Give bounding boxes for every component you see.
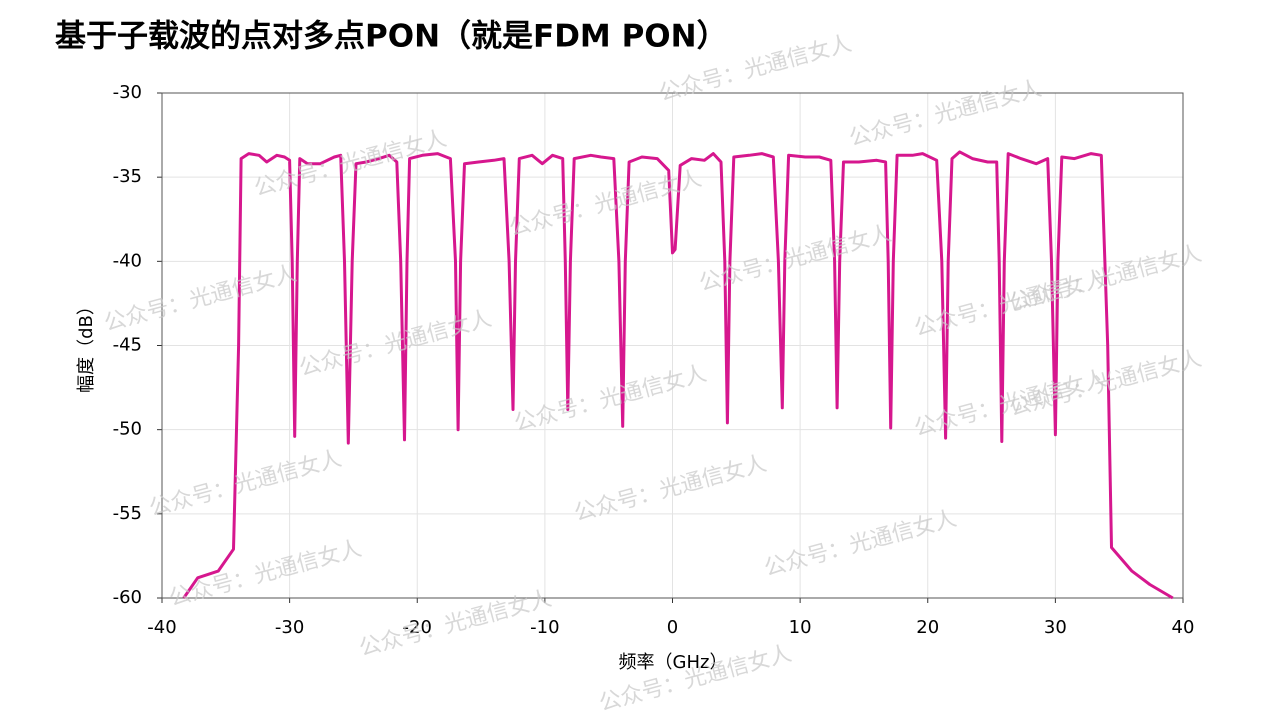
y-tick-label: -35 xyxy=(113,166,142,187)
watermark: 公众号：光通信女人 xyxy=(697,221,895,296)
x-tick-label: 20 xyxy=(916,617,939,638)
y-tick-label: -30 xyxy=(113,82,142,103)
y-tick-label: -50 xyxy=(113,419,142,440)
y-tick-label: -40 xyxy=(113,250,142,271)
x-tick-label: 0 xyxy=(667,617,678,638)
chart-title: 基于子载波的点对多点PON（就是FDM PON） xyxy=(55,19,728,55)
y-axis-label: 幅度（dB） xyxy=(76,297,97,393)
x-tick-label: 40 xyxy=(1172,617,1195,638)
x-axis-label: 频率（GHz） xyxy=(619,652,728,673)
watermark: 公众号：光通信女人 xyxy=(762,506,960,581)
x-tick-label: 30 xyxy=(1044,617,1067,638)
watermark: 公众号：光通信女人 xyxy=(297,306,495,381)
plot-frame xyxy=(161,92,1184,599)
watermark: 公众号：光通信女人 xyxy=(252,126,450,201)
x-tick-label: -20 xyxy=(403,617,432,638)
spectrum-line xyxy=(182,150,1174,600)
y-tick-label: -45 xyxy=(113,335,142,356)
y-tick-label: -55 xyxy=(113,503,142,524)
x-tick-label: 10 xyxy=(789,617,812,638)
watermark: 公众号：光通信女人 xyxy=(512,361,710,436)
watermark: 公众号：光通信女人 xyxy=(847,76,1045,151)
y-tick-label: -60 xyxy=(113,587,142,608)
watermark: 公众号：光通信女人 xyxy=(167,536,365,611)
x-tick-label: -10 xyxy=(530,617,559,638)
watermark: 公众号：光通信女人 xyxy=(102,261,300,336)
x-tick-label: -40 xyxy=(147,617,176,638)
watermark: 公众号：光通信女人 xyxy=(572,451,770,526)
x-tick-label: -30 xyxy=(275,617,304,638)
watermark: 公众号：光通信女人 xyxy=(147,446,345,521)
